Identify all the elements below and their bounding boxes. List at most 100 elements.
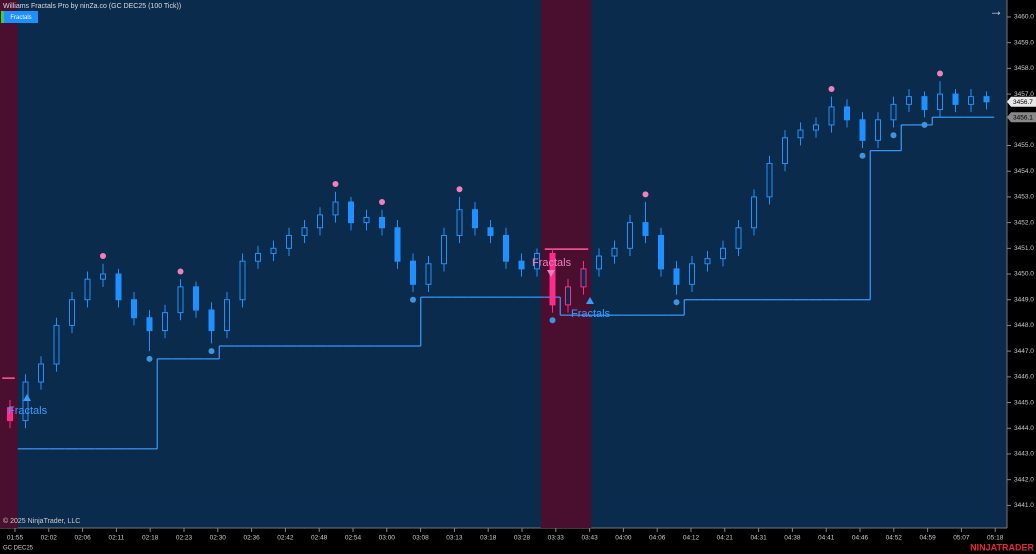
candle-body [751,196,757,229]
candle-body [735,227,742,249]
y-tick-label: 3442.0 [1014,476,1034,483]
candle-body [332,201,339,216]
nav-arrow[interactable]: → [989,3,1003,19]
y-tick-label: 3457.0 [1014,91,1034,98]
up-fractal [642,191,649,198]
x-tick-label: 02:42 [277,535,294,542]
candle-body [425,263,432,285]
signal-triangle [547,270,555,277]
down-fractal [890,132,897,139]
price-label: 3456.7 [1013,99,1033,106]
x-tick-label: 02:11 [109,535,125,542]
down-fractal [208,348,215,355]
down-fractal [921,121,928,128]
x-tick-label: 04:00 [615,535,632,542]
indicator-swatch [1,11,4,23]
x-tick-label: 02:36 [243,535,260,542]
y-tick-label: 3450.0 [1014,271,1034,278]
candle-body [146,317,153,332]
candle-body [611,247,618,257]
candle-body [208,309,215,332]
down-fractal [859,152,866,159]
x-tick-label: 04:41 [818,535,835,542]
candle-body [921,96,928,111]
y-tick-label: 3443.0 [1014,451,1034,458]
indicator-button[interactable] [4,11,38,23]
candle-body [503,234,509,262]
logo: NINJATRADER [970,542,1034,552]
candle-body [627,222,633,249]
y-tick-label: 3445.0 [1014,399,1034,406]
down-fractal [549,317,556,324]
x-tick-label: 03:00 [379,535,396,542]
candle-body [875,119,881,141]
x-tick-label: 02:23 [176,535,193,542]
indicator-button-label[interactable]: Fractals [10,15,31,21]
x-tick-label: 04:06 [649,535,666,542]
candle-body [100,273,106,280]
price-axis [1007,0,1036,554]
x-tick-label: 03:18 [480,535,497,542]
candle-body [472,209,478,229]
candle-body [952,93,959,105]
up-fractal [177,268,184,275]
y-tick-label: 3452.0 [1014,219,1034,226]
candle-body [565,286,571,306]
candle-body [363,216,370,224]
x-tick-label: 04:21 [717,535,734,542]
y-tick-label: 3454.0 [1014,168,1034,175]
candle-body [224,299,230,332]
candle-body [301,227,308,236]
up-fractal [456,186,463,193]
y-tick-label: 3451.0 [1014,245,1034,252]
candle-body [859,119,866,141]
x-tick-label: 03:33 [548,535,565,542]
down-fractal [673,299,680,306]
candle-body [456,209,463,236]
x-tick-label: 02:54 [345,535,362,542]
y-tick-label: 3458.0 [1014,65,1034,72]
x-tick-label: 03:13 [446,535,463,542]
candle-body [580,268,587,288]
candle-body [115,273,122,301]
x-tick-label: 05:07 [953,535,970,542]
x-tick-label: 04:38 [784,535,801,542]
y-tick-label: 3460.0 [1014,14,1034,21]
candle-body [177,286,184,314]
up-fractal [100,253,106,260]
x-tick-label: 04:59 [919,535,936,542]
candle-body [828,106,835,126]
up-fractal [828,85,835,92]
x-tick-label: 03:28 [514,535,531,542]
price-label: 3456.1 [1013,114,1033,121]
x-tick-label: 02:30 [210,535,227,542]
x-tick-label: 04:31 [750,535,767,542]
x-tick-label: 03:08 [412,535,429,542]
time-axis [0,528,1036,554]
candle-body [890,103,897,121]
candle-body [906,96,912,105]
candle-body [937,93,943,111]
price-box [1007,96,1036,107]
candle-body [596,255,602,270]
candle-body [193,286,199,311]
signal-zone [540,0,592,528]
candle-body [642,222,649,236]
price-box [1007,112,1036,123]
candle-body [394,227,401,262]
candle-body [549,252,556,306]
up-fractal [937,70,943,77]
candle-body [720,247,726,260]
x-tick-label: 05:18 [987,535,1004,542]
signal-triangle [586,297,594,304]
chart-title: Williams Fractals Pro by ninZa.co (GC DE… [3,3,181,10]
candle-body [317,214,323,229]
candle-body [782,137,788,164]
candle-body [69,299,75,326]
candle-body [689,263,695,285]
y-tick-label: 3441.0 [1014,502,1034,509]
candle-body [53,324,60,365]
candle-body [379,216,385,229]
candle-body [673,268,680,285]
